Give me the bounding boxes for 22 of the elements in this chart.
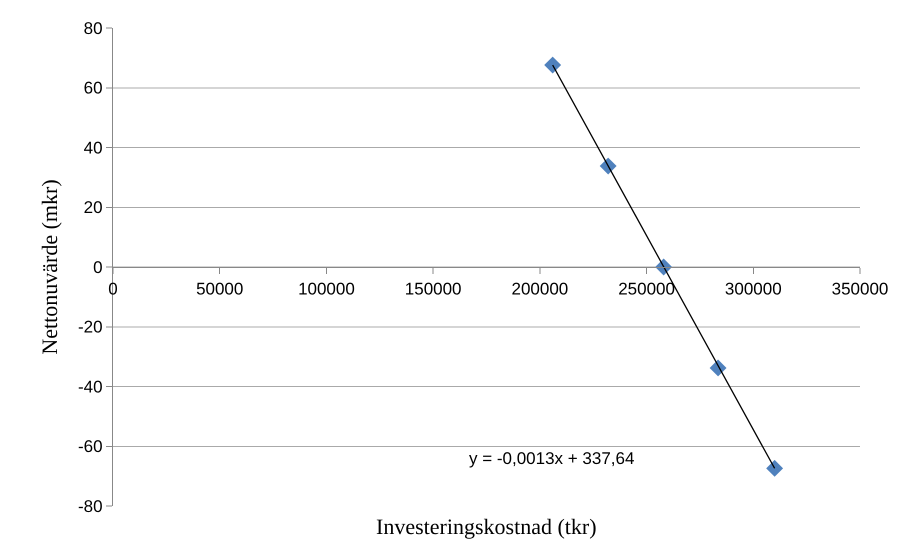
y-tick-label: 0	[93, 258, 103, 277]
x-axis-title: Investeringskostnad (tkr)	[376, 514, 597, 539]
x-tick-label: 200000	[511, 279, 568, 298]
y-tick-label: -20	[78, 318, 103, 337]
y-tick-label: 60	[84, 78, 103, 98]
y-tick-label: 80	[84, 18, 103, 38]
x-tick-label: 350000	[832, 279, 888, 298]
x-tick-label: 0	[108, 279, 118, 298]
y-tick-label: -80	[78, 496, 103, 516]
y-tick-label: 40	[84, 138, 103, 158]
x-tick-label: 300000	[724, 279, 782, 298]
point	[544, 56, 562, 74]
y-tick-label: -40	[78, 377, 103, 396]
x-tick-label: 50000	[196, 279, 244, 298]
x-tick-label: 250000	[618, 279, 675, 298]
x-tick-label: 150000	[404, 279, 462, 298]
annotation: y = -0,0013x + 337,64	[469, 449, 634, 468]
point	[766, 460, 784, 477]
y-axis-title: Nettonuvärde (mkr)	[36, 179, 62, 355]
y-tick-label: -60	[78, 437, 103, 456]
x-tick-label: 100000	[298, 279, 355, 298]
y-tick-label: 20	[84, 198, 103, 218]
